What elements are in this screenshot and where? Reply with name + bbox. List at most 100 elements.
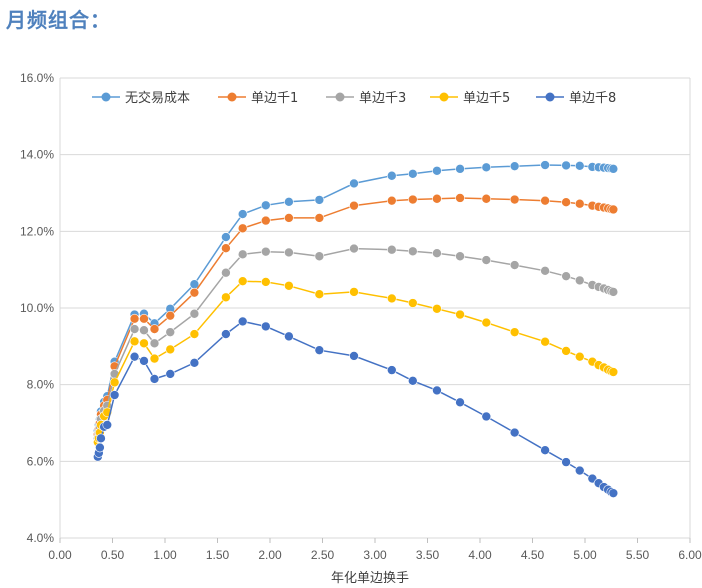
- data-point: [96, 433, 106, 444]
- data-point: [189, 329, 200, 339]
- data-point: [129, 324, 140, 334]
- data-point: [221, 267, 231, 278]
- data-point: [314, 289, 325, 300]
- data-point: [481, 255, 492, 265]
- data-point: [109, 390, 120, 400]
- legend-label: 单边千8: [569, 91, 616, 106]
- data-point: [349, 243, 359, 254]
- data-point: [540, 160, 550, 170]
- data-point: [139, 356, 149, 366]
- data-point: [432, 385, 442, 396]
- series-line: [97, 280, 614, 443]
- data-point: [561, 271, 571, 281]
- data-point: [165, 344, 176, 355]
- x-tick-label: 1.50: [206, 548, 230, 562]
- data-point: [432, 193, 442, 204]
- data-point: [608, 287, 619, 297]
- data-point: [574, 198, 585, 209]
- data-point: [221, 243, 231, 253]
- x-tick-label: 0.00: [48, 548, 72, 562]
- data-point: [407, 376, 418, 386]
- data-point: [165, 310, 176, 321]
- data-point: [237, 316, 248, 327]
- data-point: [455, 193, 465, 203]
- data-point: [540, 336, 550, 347]
- data-point: [237, 223, 248, 234]
- data-point: [129, 313, 140, 324]
- legend-item: 单边千8: [536, 91, 616, 106]
- data-point: [284, 331, 294, 342]
- legend-item: 单边千3: [326, 91, 406, 106]
- data-point: [481, 193, 492, 204]
- data-point: [349, 351, 359, 361]
- data-point: [608, 204, 619, 215]
- data-point: [139, 325, 149, 336]
- series-4: [93, 276, 619, 447]
- y-tick-label: 12.0%: [20, 224, 54, 238]
- y-tick-label: 6.0%: [27, 454, 55, 468]
- data-point: [509, 427, 520, 438]
- data-point: [149, 353, 160, 364]
- data-point: [407, 194, 418, 205]
- x-tick-label: 4.00: [468, 548, 492, 562]
- data-point: [95, 442, 105, 453]
- data-point: [139, 313, 149, 324]
- series-line: [97, 197, 614, 435]
- data-point: [574, 465, 585, 476]
- legend-item: 单边千5: [430, 91, 510, 106]
- data-point: [455, 251, 465, 262]
- y-tick-label: 8.0%: [27, 378, 55, 392]
- y-tick-label: 14.0%: [20, 148, 54, 162]
- data-point: [386, 195, 397, 206]
- data-point: [574, 160, 585, 171]
- data-point: [260, 246, 271, 257]
- legend-label: 单边千3: [359, 91, 406, 106]
- data-point: [139, 338, 149, 349]
- data-point: [540, 266, 550, 276]
- data-point: [284, 197, 294, 207]
- data-point: [149, 324, 160, 334]
- data-point: [221, 329, 231, 339]
- data-point: [432, 248, 442, 258]
- legend-swatch-marker: [335, 92, 345, 102]
- data-point: [407, 169, 418, 179]
- axes: 4.0% 6.0% 8.0% 10.0% 12.0% 14.0% 16.0% 0.00 0.50…: [20, 71, 702, 562]
- data-point: [407, 246, 418, 257]
- x-tick-label: 6.00: [678, 548, 702, 562]
- data-point: [608, 164, 619, 174]
- data-point: [561, 197, 571, 207]
- x-axis-title: 年化单边换手: [331, 571, 409, 586]
- data-point: [349, 287, 359, 297]
- data-point: [260, 277, 271, 287]
- x-tick-label: 3.00: [363, 548, 387, 562]
- data-point: [481, 162, 492, 173]
- data-point: [386, 293, 397, 304]
- x-tick-label: 0.50: [101, 548, 125, 562]
- data-point: [574, 275, 585, 286]
- y-tick-label: 10.0%: [20, 301, 54, 315]
- y-tick-label: 4.0%: [27, 531, 55, 545]
- data-point: [129, 351, 140, 362]
- data-point: [260, 321, 271, 332]
- data-point: [509, 194, 520, 205]
- y-tick-label: 16.0%: [20, 71, 54, 85]
- data-point: [407, 298, 418, 308]
- x-tick-label: 4.50: [521, 548, 545, 562]
- gridlines: [60, 77, 691, 539]
- legend-label: 无交易成本: [125, 90, 190, 106]
- legend-swatch-marker: [227, 92, 237, 102]
- data-point: [149, 374, 160, 384]
- x-tick-label: 5.00: [573, 548, 597, 562]
- data-point: [455, 397, 465, 408]
- data-point: [189, 287, 200, 298]
- data-point: [509, 161, 520, 171]
- data-point: [189, 308, 200, 319]
- data-point: [561, 160, 571, 171]
- data-point: [221, 292, 231, 303]
- data-point: [284, 280, 294, 291]
- data-point: [386, 365, 397, 375]
- data-point: [540, 445, 550, 456]
- data-point: [455, 164, 465, 174]
- legend-item: 无交易成本: [92, 90, 190, 106]
